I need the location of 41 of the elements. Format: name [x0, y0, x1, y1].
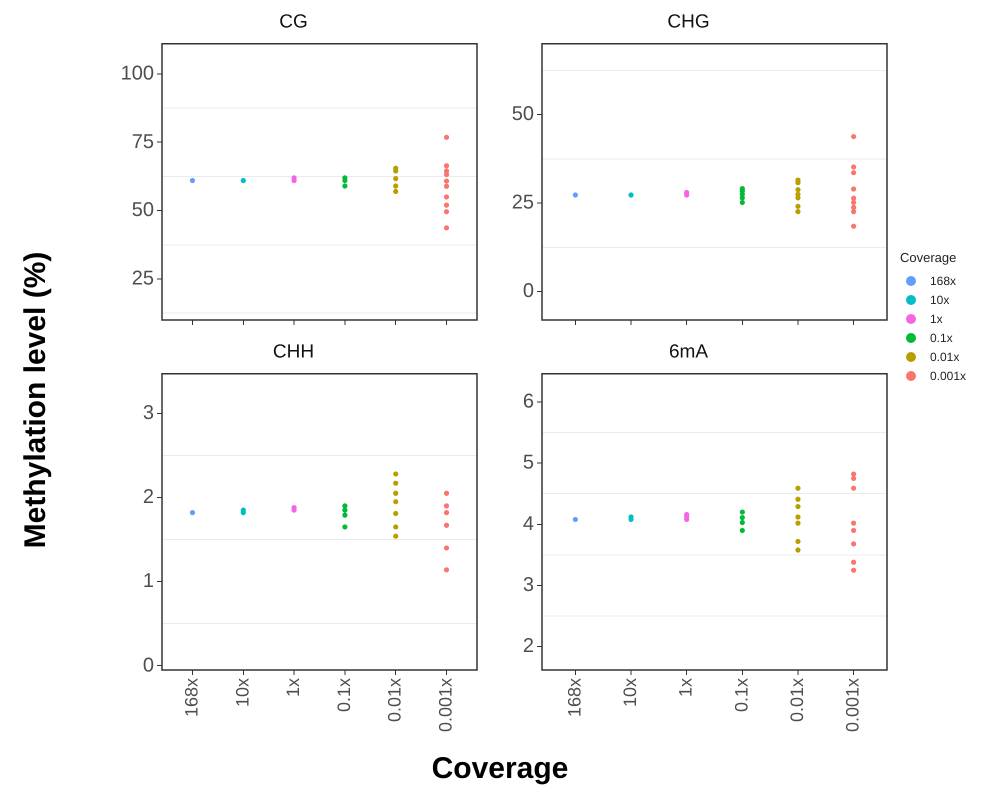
x-tick-label: 0.01x: [384, 678, 405, 722]
y-tick-label: 75: [132, 130, 154, 153]
x-tick-label: 168x: [564, 678, 584, 718]
y-tick-label: 6: [522, 390, 534, 412]
chart-title: 6mA: [668, 342, 708, 363]
chart-title: CG: [279, 12, 308, 33]
y-tick-label: 100: [120, 62, 154, 84]
y-tick-label: 25: [132, 267, 154, 290]
y-tick-label: 3: [522, 574, 534, 596]
legend-label: 0.01x: [930, 350, 960, 364]
y-tick-label: 4: [522, 512, 534, 535]
x-tick-label: 0.01x: [786, 678, 807, 722]
y-tick-label: 2: [522, 635, 534, 658]
x-tick-label: 0.001x: [842, 678, 863, 732]
y-tick-label: 50: [512, 103, 534, 126]
x-axis-title: Coverage: [432, 752, 568, 786]
legend-title: Coverage: [900, 250, 958, 265]
y-tick-label: 3: [142, 402, 154, 424]
y-tick-label: 50: [132, 199, 154, 222]
x-tick-label: 0.001x: [435, 678, 456, 732]
legend-label: 0.1x: [930, 330, 953, 344]
x-tick-label: 168x: [181, 678, 202, 718]
chart-title: CHH: [272, 342, 314, 363]
legend-label: 0.001x: [930, 368, 966, 382]
legend-label: 1x: [930, 312, 943, 326]
y-tick-label: 0: [142, 654, 154, 676]
y-tick-label: 25: [512, 192, 534, 214]
x-tick-label: 10x: [232, 678, 252, 707]
x-tick-label: 0.1x: [334, 678, 354, 712]
y-axis-title: Methylation level (%): [19, 252, 53, 548]
legend-label: 168x: [930, 274, 956, 288]
y-tick-label: 0: [522, 280, 534, 302]
y-tick-label: 5: [522, 452, 534, 474]
x-tick-label: 1x: [676, 678, 696, 697]
x-tick-label: 0.1x: [731, 678, 752, 712]
y-tick-label: 2: [142, 486, 154, 508]
chart-title: CHG: [667, 12, 710, 33]
legend-label: 10x: [930, 292, 950, 306]
y-tick-label: 1: [142, 570, 154, 592]
x-tick-label: 10x: [620, 678, 640, 707]
x-tick-label: 1x: [283, 678, 304, 697]
